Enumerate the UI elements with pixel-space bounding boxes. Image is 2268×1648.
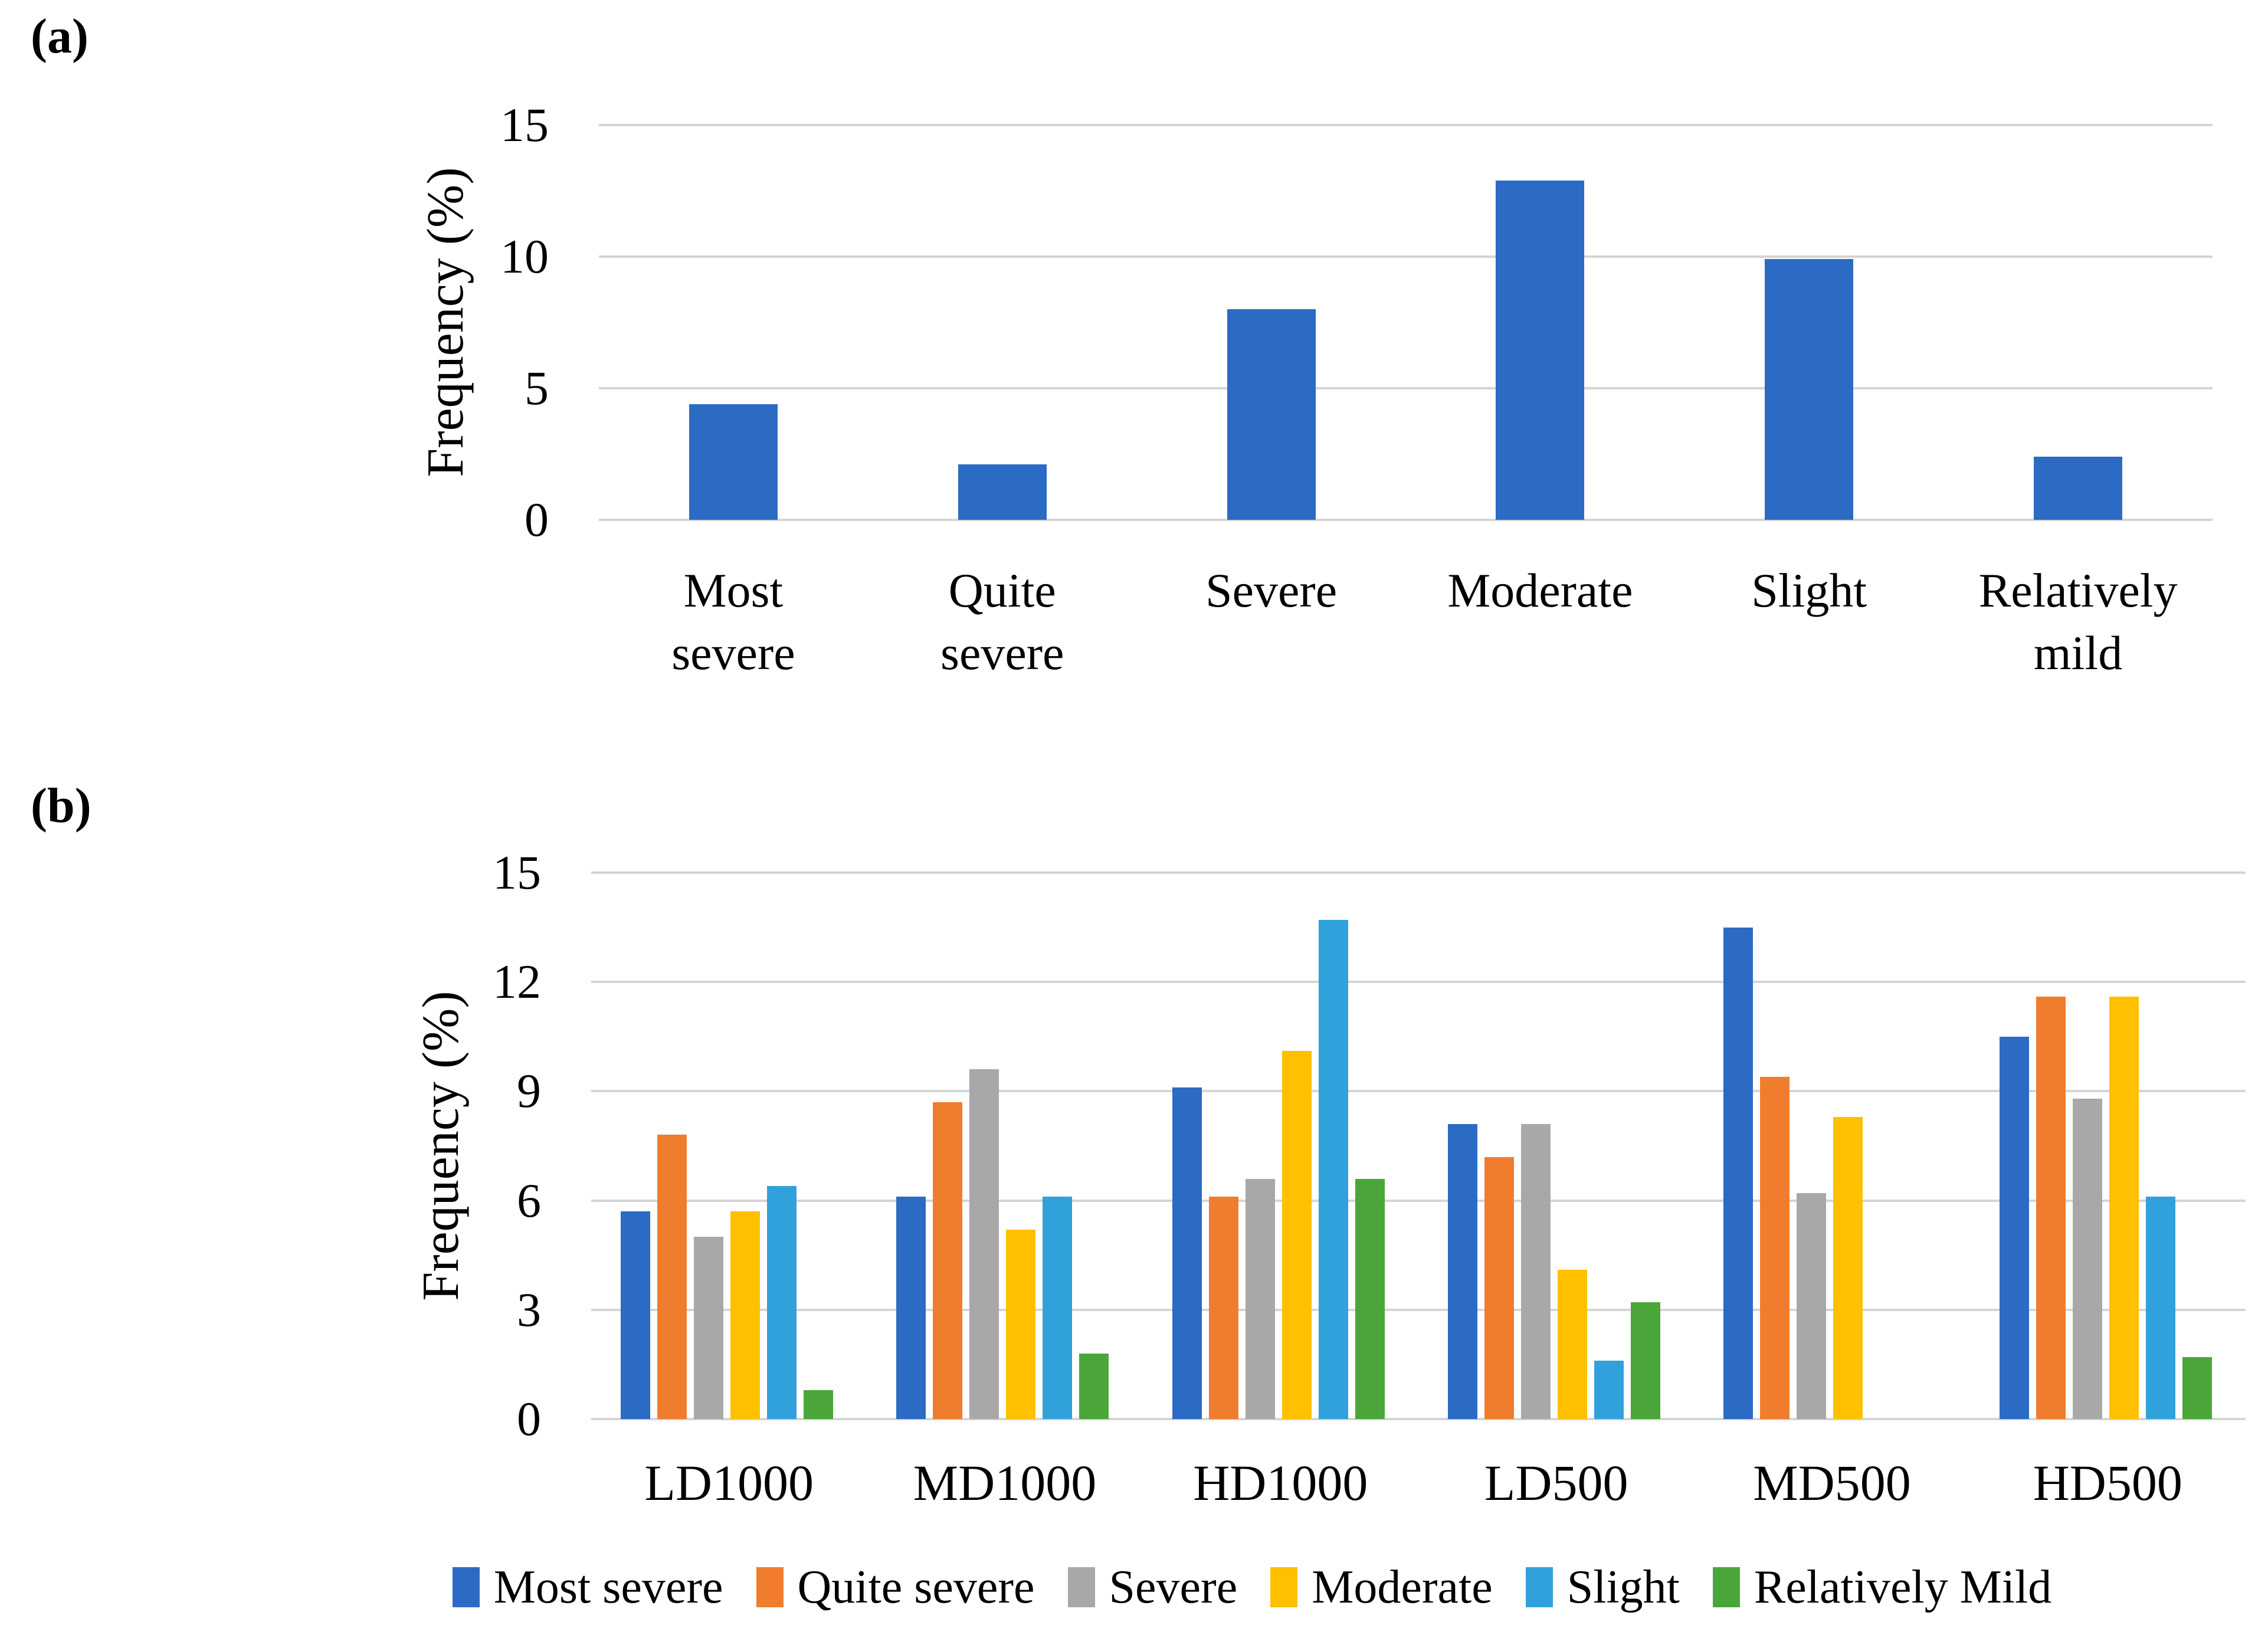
- bar-moderate: [1496, 180, 1585, 520]
- x-group-label: HD1000: [1193, 1454, 1368, 1511]
- gridline: [591, 871, 2246, 874]
- legend-label: Quite severe: [797, 1561, 1035, 1613]
- legend-swatch: [1712, 1567, 1740, 1607]
- bar-ld500-relatively-mild: [1631, 1302, 1660, 1419]
- y-tick-label: 0: [517, 1392, 541, 1446]
- bar-hd1000-quite-severe: [1208, 1197, 1238, 1419]
- legend-item-most-severe: Most severe: [452, 1559, 723, 1616]
- panel-b-y-axis-title: Frequency (%): [412, 991, 470, 1301]
- y-tick-label: 15: [500, 98, 549, 152]
- bar-hd500-severe: [2072, 1098, 2102, 1419]
- legend-item-severe: Severe: [1067, 1559, 1238, 1616]
- bar-severe: [1227, 309, 1316, 520]
- x-group-label: MD500: [1753, 1454, 1911, 1511]
- x-category-label: Quite severe: [940, 563, 1064, 680]
- legend-label: Moderate: [1312, 1561, 1493, 1613]
- gridline: [599, 124, 2213, 126]
- bar-hd500-slight: [2145, 1197, 2175, 1419]
- bar-hd1000-slight: [1318, 920, 1348, 1419]
- x-category-label: Severe: [1205, 563, 1338, 617]
- panel-b-letter: (b): [31, 778, 91, 833]
- gridline: [591, 1308, 2246, 1311]
- y-tick-label: 12: [493, 955, 541, 1009]
- gridline: [599, 387, 2213, 389]
- bar-ld500-quite-severe: [1484, 1156, 1514, 1419]
- bar-ld500-moderate: [1558, 1269, 1587, 1419]
- bar-ld1000-most-severe: [621, 1211, 650, 1419]
- x-category-label: Most severe: [671, 563, 795, 680]
- bar-ld1000-severe: [694, 1237, 723, 1419]
- bar-ld500-severe: [1521, 1123, 1551, 1419]
- legend-swatch: [1525, 1567, 1553, 1607]
- bar-hd1000-relatively-mild: [1355, 1178, 1385, 1419]
- bar-ld1000-slight: [767, 1185, 797, 1419]
- x-group-label: LD500: [1484, 1454, 1628, 1511]
- panel-b-legend: Most severe Quite severe Severe Moderate Sli…: [248, 1559, 2256, 1616]
- gridline: [591, 1090, 2246, 1093]
- bar-md500-severe: [1797, 1193, 1827, 1419]
- legend-label: Relatively Mild: [1754, 1561, 2052, 1613]
- y-tick-label: 5: [525, 361, 549, 415]
- y-tick-label: 6: [517, 1173, 541, 1227]
- legend-label: Severe: [1109, 1561, 1238, 1613]
- bar-md1000-relatively-mild: [1079, 1353, 1109, 1419]
- bar-ld500-slight: [1594, 1361, 1624, 1419]
- x-group-label: MD1000: [913, 1454, 1097, 1511]
- bar-md1000-slight: [1043, 1197, 1073, 1419]
- legend-swatch: [756, 1567, 784, 1607]
- y-tick-label: 10: [500, 230, 549, 283]
- y-tick-label: 3: [517, 1282, 541, 1336]
- bar-relatively-mild: [2034, 456, 2123, 520]
- x-category-label: Moderate: [1447, 563, 1633, 617]
- gridline: [599, 519, 2213, 521]
- legend-label: Slight: [1566, 1561, 1680, 1613]
- legend-item-moderate: Moderate: [1270, 1559, 1493, 1616]
- gridline: [591, 1199, 2246, 1202]
- legend-item-relatively-mild: Relatively Mild: [1712, 1559, 2052, 1616]
- bar-md500-most-severe: [1723, 927, 1754, 1419]
- bar-hd1000-severe: [1245, 1178, 1275, 1419]
- bar-md1000-quite-severe: [933, 1102, 963, 1419]
- y-tick-label: 15: [493, 846, 541, 899]
- bar-md1000-severe: [969, 1069, 999, 1419]
- bar-hd500-moderate: [2109, 996, 2139, 1419]
- bar-ld500-most-severe: [1448, 1123, 1477, 1419]
- legend-swatch: [1270, 1567, 1298, 1607]
- x-category-label: Relatively mild: [1978, 563, 2178, 680]
- bar-hd500-quite-severe: [2036, 996, 2066, 1419]
- bar-quite-severe: [958, 464, 1047, 520]
- bar-slight: [1765, 259, 1854, 520]
- x-group-label: LD1000: [644, 1454, 814, 1511]
- y-tick-label: 9: [517, 1064, 541, 1118]
- bar-md1000-most-severe: [896, 1197, 926, 1419]
- gridline: [591, 1418, 2246, 1420]
- legend-item-quite-severe: Quite severe: [756, 1559, 1035, 1616]
- bar-hd500-most-severe: [1999, 1036, 2029, 1419]
- bar-hd1000-moderate: [1282, 1051, 1312, 1419]
- y-tick-label: 0: [525, 493, 549, 546]
- bar-ld1000-moderate: [730, 1211, 760, 1419]
- legend-swatch: [452, 1567, 480, 1607]
- bar-hd500-relatively-mild: [2182, 1357, 2212, 1419]
- bar-md1000-moderate: [1006, 1229, 1036, 1419]
- legend-swatch: [1067, 1567, 1095, 1607]
- legend-item-slight: Slight: [1525, 1559, 1680, 1616]
- bar-md500-quite-severe: [1760, 1076, 1790, 1419]
- bar-ld1000-relatively-mild: [804, 1390, 833, 1419]
- gridline: [599, 255, 2213, 258]
- gridline: [591, 981, 2246, 984]
- x-category-label: Slight: [1751, 563, 1867, 617]
- panel-a-letter: (a): [31, 9, 89, 64]
- bar-ld1000-quite-severe: [657, 1135, 687, 1419]
- bar-md500-moderate: [1833, 1116, 1863, 1419]
- legend-label: Most severe: [493, 1561, 723, 1613]
- bar-hd1000-most-severe: [1172, 1087, 1202, 1419]
- bar-most-severe: [689, 404, 778, 520]
- x-group-label: HD500: [2033, 1454, 2182, 1511]
